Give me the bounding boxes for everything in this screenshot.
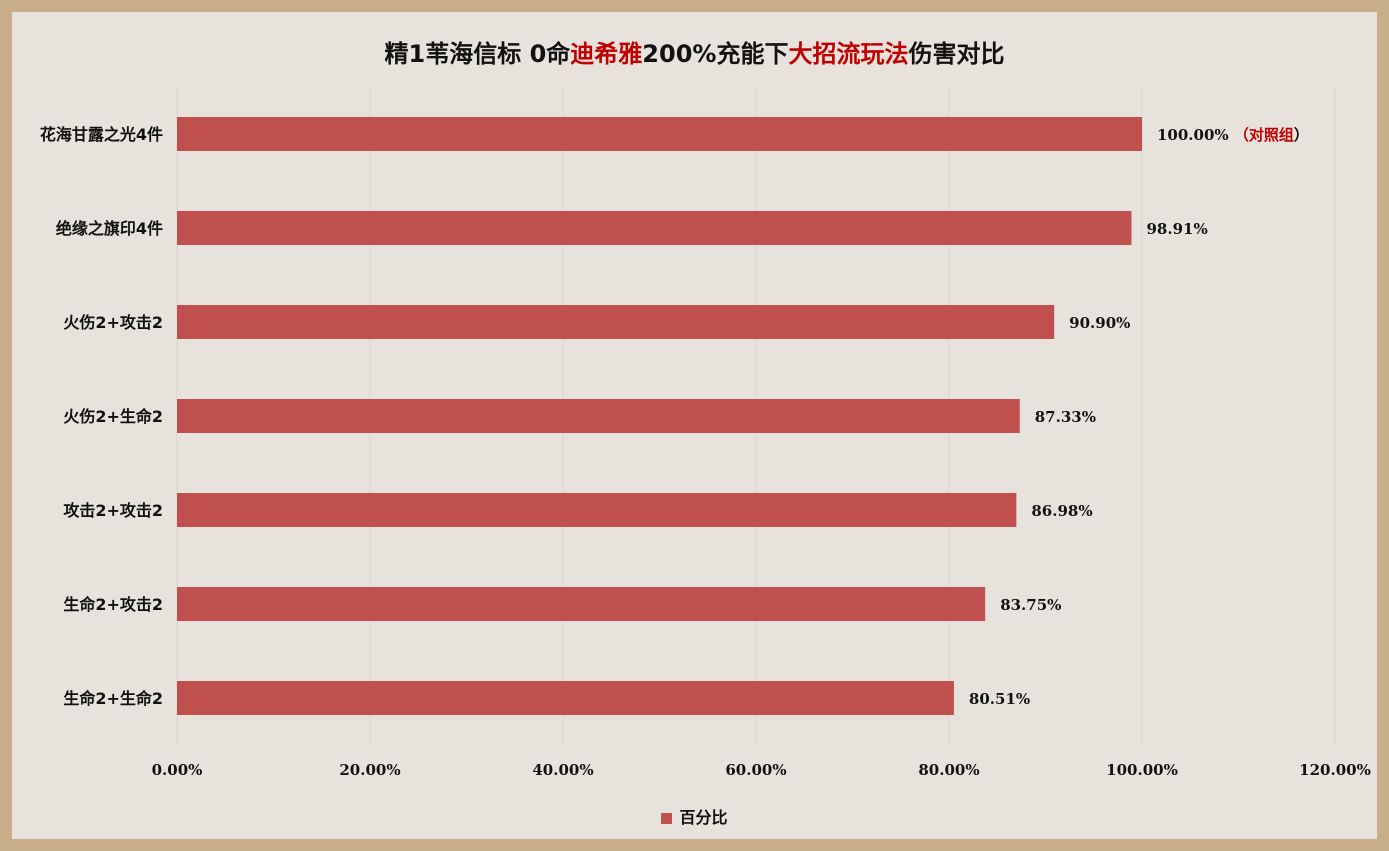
category-label: 攻击2+攻击2 xyxy=(63,501,163,520)
category-label: 绝缘之旗印4件 xyxy=(56,219,163,238)
bar xyxy=(177,399,1020,433)
x-tick-label: 120.00% xyxy=(1299,761,1371,779)
chart-title: 精1苇海信标 0命迪希雅200%充能下大招流玩法伤害对比 xyxy=(12,34,1377,69)
data-label: 100.00% （对照组） xyxy=(1157,126,1309,144)
chart-frame: 精1苇海信标 0命迪希雅200%充能下大招流玩法伤害对比 0.00% 20.00%… xyxy=(12,12,1377,839)
x-tick-label: 80.00% xyxy=(918,761,979,779)
category-label: 花海甘露之光4件 xyxy=(40,125,163,144)
category-label: 生命2+攻击2 xyxy=(63,595,163,614)
data-label: 98.91% xyxy=(1146,220,1207,238)
bar-chart: 0.00% 20.00% 40.00% 60.00% 80.00% 100.00% 120.… xyxy=(40,87,1371,779)
data-label: 87.33% xyxy=(1035,408,1096,426)
x-tick-label: 0.00% xyxy=(152,761,203,779)
category-label: 火伤2+攻击2 xyxy=(63,313,163,332)
title-part-4: 伤害对比 xyxy=(908,40,1005,68)
bar xyxy=(177,587,986,621)
annotation-open-paren: （ xyxy=(1229,126,1249,144)
data-label: 83.75% xyxy=(1000,596,1061,614)
category-label: 生命2+生命2 xyxy=(63,689,163,708)
x-tick-label: 100.00% xyxy=(1106,761,1178,779)
legend: 百分比 xyxy=(12,804,1377,828)
title-part-3: 大招流玩法 xyxy=(788,40,909,68)
bar xyxy=(177,211,1132,245)
bar xyxy=(177,493,1017,527)
category-label: 火伤2+生命2 xyxy=(63,407,163,426)
x-tick-label: 40.00% xyxy=(532,761,593,779)
legend-label: 百分比 xyxy=(679,808,728,827)
title-part-0: 精1苇海信标 0命 xyxy=(384,40,571,68)
title-part-1: 迪希雅 xyxy=(570,40,643,68)
annotation-close-paren: ） xyxy=(1294,126,1309,144)
data-label: 80.51% xyxy=(969,690,1030,708)
legend-swatch xyxy=(661,813,673,824)
x-tick-label: 60.00% xyxy=(725,761,786,779)
bar xyxy=(177,117,1142,151)
data-label: 86.98% xyxy=(1031,502,1092,520)
data-label: 90.90% xyxy=(1069,314,1130,332)
title-part-2: 200%充能下 xyxy=(642,40,789,68)
x-tick-label: 20.00% xyxy=(339,761,400,779)
bar xyxy=(177,305,1055,339)
annotation-text: 对照组 xyxy=(1249,126,1294,144)
bar xyxy=(177,681,954,715)
